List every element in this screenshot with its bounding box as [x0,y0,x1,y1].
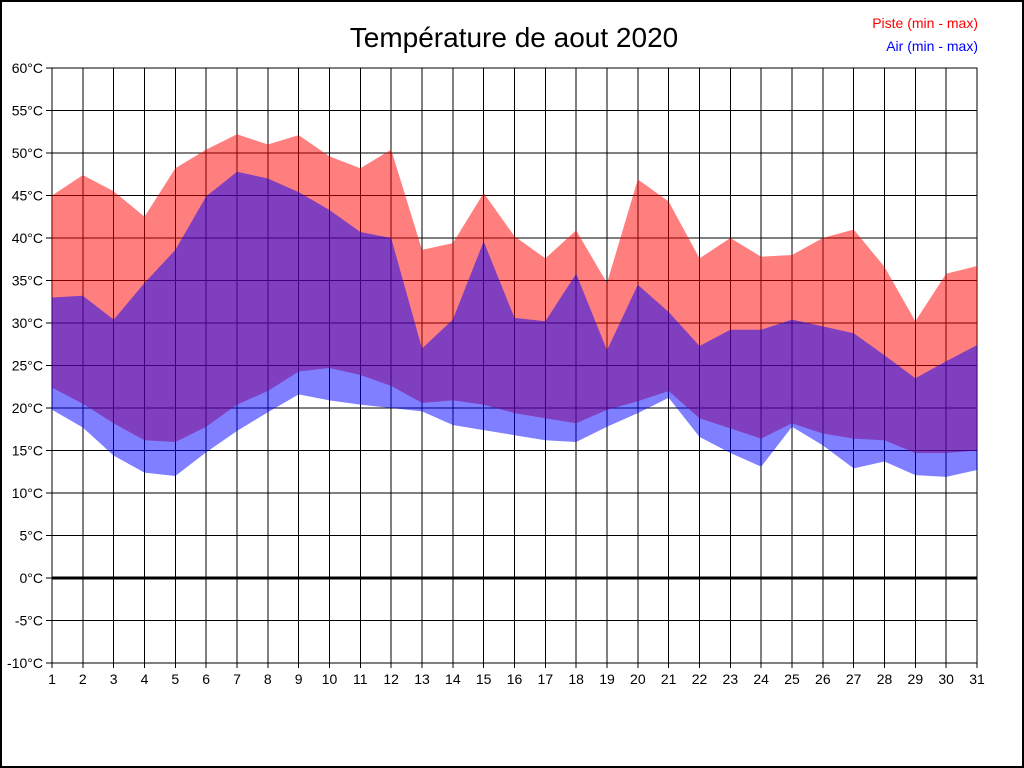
chart-title: Température de aout 2020 [350,22,678,53]
x-axis-label: 5 [171,671,179,687]
y-axis-label: 50°C [12,145,43,161]
x-axis-label: 30 [938,671,954,687]
y-axis-label: 35°C [12,273,43,289]
x-axis-label: 25 [784,671,800,687]
x-axis-label: 31 [969,671,985,687]
x-axis-label: 21 [661,671,677,687]
x-axis-label: 10 [322,671,338,687]
y-axis-label: 10°C [12,485,43,501]
y-axis-label: -5°C [15,613,43,629]
legend-air-label: Air (min - max) [886,38,978,54]
y-axis-label: 30°C [12,315,43,331]
y-axis-label: 40°C [12,230,43,246]
x-axis-label: 2 [79,671,87,687]
x-axis-label: 20 [630,671,646,687]
x-axis-label: 13 [414,671,430,687]
x-axis-label: 15 [476,671,492,687]
y-axis-label: 5°C [20,528,44,544]
x-axis-label: 28 [877,671,893,687]
legend-piste-label: Piste (min - max) [872,15,978,31]
x-axis-label: 9 [295,671,303,687]
x-axis-label: 1 [48,671,56,687]
x-axis-label: 14 [445,671,461,687]
x-axis-label: 6 [202,671,210,687]
x-axis-label: 22 [692,671,708,687]
x-axis-label: 4 [141,671,149,687]
y-axis-label: 0°C [20,570,44,586]
x-axis-label: 11 [353,671,368,687]
y-axis-label: 15°C [12,443,43,459]
x-axis-label: 16 [507,671,523,687]
y-axis-label: 60°C [12,60,43,76]
y-axis-label: 25°C [12,358,43,374]
x-axis-label: 24 [753,671,769,687]
air-band [52,171,977,477]
y-axis-label: 45°C [12,188,43,204]
axis-labels: 60°C55°C50°C45°C40°C35°C30°C25°C20°C15°C… [7,60,985,687]
x-axis-label: 18 [568,671,584,687]
axis-ticks [46,67,978,668]
x-axis-label: 23 [723,671,739,687]
x-axis-label: 8 [264,671,272,687]
x-axis-label: 26 [815,671,831,687]
x-axis-label: 17 [538,671,554,687]
x-axis-label: 19 [599,671,615,687]
x-axis-label: 7 [233,671,241,687]
x-axis-label: 29 [908,671,924,687]
plot-area: 60°C55°C50°C45°C40°C35°C30°C25°C20°C15°C… [7,60,985,687]
y-axis-label: 55°C [12,103,43,119]
y-axis-label: -10°C [7,655,43,671]
x-axis-label: 3 [110,671,118,687]
x-axis-label: 27 [846,671,862,687]
x-axis-label: 12 [383,671,399,687]
y-axis-label: 20°C [12,400,43,416]
